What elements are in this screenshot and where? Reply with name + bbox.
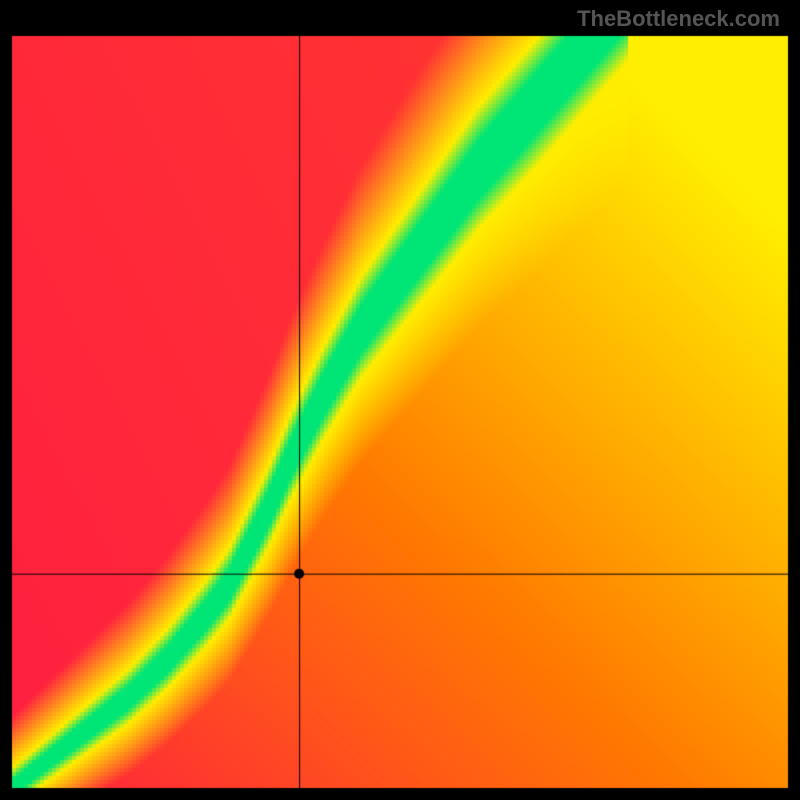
bottleneck-heatmap (0, 0, 800, 800)
attribution-text: TheBottleneck.com (577, 6, 780, 32)
chart-container: TheBottleneck.com (0, 0, 800, 800)
